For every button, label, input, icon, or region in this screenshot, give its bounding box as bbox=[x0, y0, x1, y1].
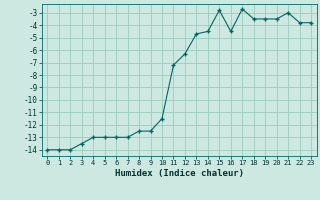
X-axis label: Humidex (Indice chaleur): Humidex (Indice chaleur) bbox=[115, 169, 244, 178]
